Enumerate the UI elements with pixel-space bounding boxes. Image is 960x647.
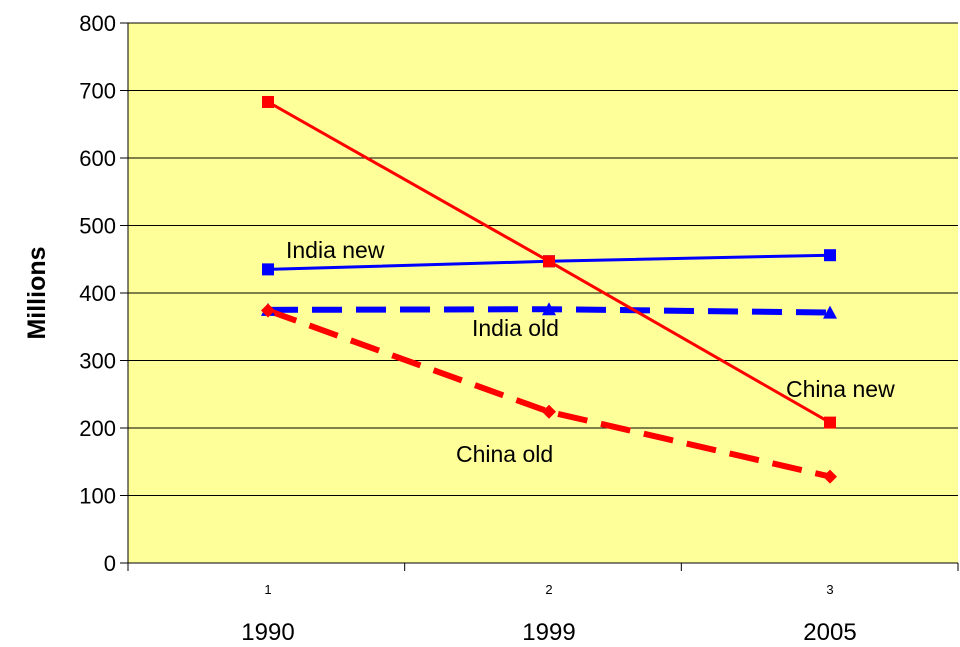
y-tick-label: 0 (104, 551, 116, 576)
series-label: China old (456, 441, 553, 467)
y-tick-label: 500 (79, 214, 116, 239)
marker-china-new (262, 95, 274, 108)
y-tick-label: 100 (79, 484, 116, 509)
marker-china-old (542, 404, 556, 419)
series-labels: India new India old China new China old (286, 237, 895, 467)
marker-china-new (543, 255, 555, 268)
series-label: India old (472, 315, 559, 341)
gridlines (128, 22, 958, 496)
y-tick-label: 200 (79, 416, 116, 441)
marker-china-old (823, 469, 837, 484)
y-tick-label: 300 (79, 349, 116, 374)
series-label: India new (286, 237, 385, 263)
marker-india-old (542, 302, 556, 316)
x-tick-label: 1 (264, 582, 271, 597)
x-year-label: 2005 (803, 619, 856, 646)
y-tick-label: 800 (79, 11, 116, 36)
y-tick-label: 700 (79, 79, 116, 104)
axes (120, 22, 959, 571)
x-tick-label: 3 (826, 582, 833, 597)
x-year-label: 1999 (522, 619, 575, 646)
x-year-label: 1990 (241, 619, 294, 646)
x-tick-label: 2 (545, 582, 552, 597)
series-label: China new (786, 376, 895, 402)
marker-china-new (824, 416, 836, 429)
marker-china-old (261, 303, 275, 318)
y-tick-label: 600 (79, 146, 116, 171)
y-tick-label: 400 (79, 281, 116, 306)
y-axis-title: Millions (23, 246, 51, 339)
series-markers (261, 95, 837, 484)
y-tick-labels: 0 100 200 300 400 500 600 700 800 (79, 11, 116, 576)
marker-india-old (823, 305, 837, 319)
marker-india-new (824, 249, 836, 262)
marker-india-new (262, 263, 274, 276)
series-line-china-old (266, 307, 831, 480)
x-tick-labels: 1 2 3 1990 1999 2005 (241, 582, 856, 646)
